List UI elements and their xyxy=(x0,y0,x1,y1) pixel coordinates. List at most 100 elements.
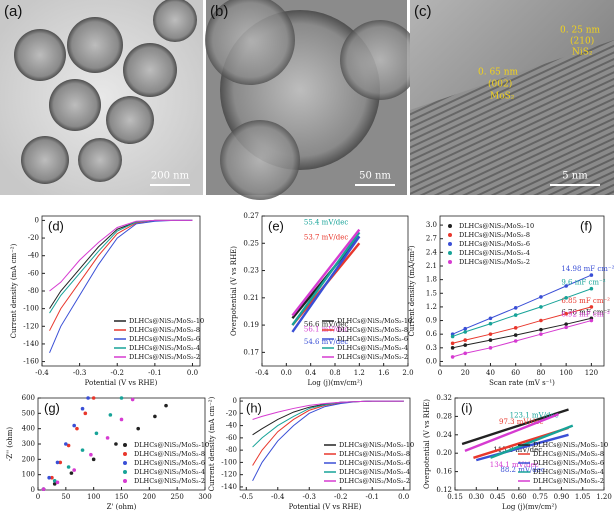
y-tick-label: 0.16 xyxy=(436,468,452,476)
lattice-annotation: MoS₂ xyxy=(490,92,515,102)
x-tick-label: 200 xyxy=(143,493,156,501)
x-tick-label: 2.0 xyxy=(402,369,413,377)
y-tick-label: 0.17 xyxy=(243,348,259,356)
legend-label: DLHCs@NiS₂/MoS₂-2 xyxy=(134,477,205,485)
plot-frame xyxy=(239,397,411,491)
x-axis-label: Scan rate (mV s⁻¹) xyxy=(489,379,555,387)
data-point xyxy=(66,465,71,469)
lattice-annotation: (210) xyxy=(570,36,594,47)
data-point xyxy=(119,396,124,400)
x-tick-label: 0.0 xyxy=(187,369,198,377)
legend-label: DLHCs@NiS₂/MoS₂-10 xyxy=(339,441,414,449)
y-tick-label: -40 xyxy=(28,252,39,260)
image-b xyxy=(205,0,420,200)
slope-label: 115.8 mV/dec xyxy=(493,446,542,454)
x-tick-label: 80 xyxy=(536,369,545,377)
y-tick-label: -20 xyxy=(226,409,237,417)
y-tick-label: 0.19 xyxy=(243,321,259,329)
chart-panel: 0.0 0.3 0.6 0.9 1.2 1.5 1.8 2.1 2.4 2.7 3.0 0 20 40 60… xyxy=(408,215,614,387)
series-line xyxy=(49,219,193,292)
y-tick-label: -120 xyxy=(221,471,237,479)
series-line xyxy=(452,317,592,349)
chart-panel: 0 100 200 300 400 500 600 0 50 100 150 200 250 300 Z' … xyxy=(6,394,212,511)
data-point xyxy=(108,413,113,417)
data-point xyxy=(119,417,124,422)
data-point xyxy=(136,426,140,431)
slope-label: 56.6 mV/dec xyxy=(304,320,348,328)
y-tick-label: 2.7 xyxy=(426,235,437,243)
y-tick-label: 1.8 xyxy=(426,276,437,284)
legend-marker xyxy=(123,461,127,465)
x-tick-label: 60 xyxy=(511,369,520,377)
legend-label: DLHCs@NiS₂/MoS₂-6 xyxy=(337,335,408,343)
x-tick-label: 1.6 xyxy=(378,369,390,377)
y-tick-label: 0.24 xyxy=(436,431,452,439)
image-a xyxy=(0,0,203,195)
legend-label: DLHCs@NiS₂/MoS₂-6 xyxy=(339,459,410,467)
legend-marker xyxy=(448,260,452,264)
legend-label: DLHCs@NiS₂/MoS₂-8 xyxy=(129,326,200,334)
data-point xyxy=(86,396,90,400)
series-line xyxy=(291,235,361,333)
series-line xyxy=(464,412,560,453)
y-tick-label: 0 xyxy=(233,397,237,405)
panel-label: (d) xyxy=(48,218,64,233)
legend-label: DLHCs@NiS₂/MoS₂-6 xyxy=(533,459,604,467)
series-line xyxy=(452,274,592,335)
x-tick-label: 1.2 xyxy=(354,369,365,377)
x-tick-label: 0.60 xyxy=(511,493,527,501)
legend-marker xyxy=(448,224,452,228)
y-tick-label: 1.2 xyxy=(426,303,437,311)
data-point xyxy=(50,475,54,480)
legend-label: DLHCs@NiS₂/MoS₂-4 xyxy=(533,468,604,476)
x-tick-label: 0 xyxy=(36,493,40,501)
slope-label: 9.6 mF cm⁻² xyxy=(561,279,605,287)
x-tick-label: 0.90 xyxy=(554,493,570,501)
data-point xyxy=(80,448,85,452)
series-line xyxy=(49,219,193,331)
y-tick-label: 0.0 xyxy=(426,357,437,365)
legend-label: DLHCs@NiS₂/MoS₂-10 xyxy=(459,222,534,230)
panel-label: (h) xyxy=(246,400,262,415)
legend-label: DLHCs@NiS₂/MoS₂-2 xyxy=(533,477,604,485)
legend-label: DLHCs@NiS₂/MoS₂-10 xyxy=(337,317,412,325)
y-tick-label: 0 xyxy=(35,216,39,224)
y-tick-label: 0 xyxy=(31,486,35,494)
chart-panel: 0.17 0.19 0.21 0.23 0.25 0.27 -0.4 0.0 0.4 0.8 1.2… xyxy=(230,212,414,387)
panel-label: (i) xyxy=(461,400,473,415)
x-tick-label: 0.4 xyxy=(305,369,317,377)
series-line xyxy=(452,306,592,344)
x-tick-label: -0.2 xyxy=(334,493,348,501)
panel-label: (e) xyxy=(268,218,284,233)
y-tick-label: -100 xyxy=(23,305,39,313)
y-tick-label: 2.4 xyxy=(426,248,438,256)
y-tick-label: 100 xyxy=(22,471,35,479)
chart-panel: 0 -20 -40 -60 -80 -100 -120 -140 -160 -0.4 -0.3 -0.… xyxy=(10,215,204,387)
legend-label: DLHCs@NiS₂/MoS₂-2 xyxy=(337,353,408,361)
x-tick-label: 150 xyxy=(115,493,128,501)
plot-frame xyxy=(439,215,605,367)
series-line xyxy=(452,320,592,358)
x-tick-label: 120 xyxy=(585,369,598,377)
data-point xyxy=(105,436,110,440)
x-tick-label: -0.1 xyxy=(148,369,162,377)
y-tick-label: -100 xyxy=(221,458,237,466)
data-point xyxy=(52,482,57,486)
scale-bar-label: 200 nm xyxy=(151,171,190,182)
slope-label: 6.76 mF cm⁻² xyxy=(561,308,610,316)
y-tick-label: -140 xyxy=(23,340,39,348)
x-tick-label: 300 xyxy=(198,493,211,501)
legend-marker xyxy=(448,251,452,255)
data-point xyxy=(80,406,85,411)
legend-label: DLHCs@NiS₂/MoS₂-10 xyxy=(134,441,209,449)
y-tick-label: 0.20 xyxy=(436,449,452,457)
legend-label: DLHCs@NiS₂/MoS₂-8 xyxy=(339,450,410,458)
x-axis-label: Log (j)(mv/cm²) xyxy=(502,503,557,511)
y-tick-label: 0.6 xyxy=(426,330,438,338)
y-axis-label: Current density (mA cm⁻²) xyxy=(10,243,18,338)
y-tick-label: 300 xyxy=(22,440,35,448)
legend-label: DLHCs@NiS₂/MoS₂-8 xyxy=(533,450,604,458)
x-tick-label: -0.4 xyxy=(255,369,269,377)
slope-label: 53.7 mV/dec xyxy=(304,233,348,241)
series-line xyxy=(461,408,569,446)
